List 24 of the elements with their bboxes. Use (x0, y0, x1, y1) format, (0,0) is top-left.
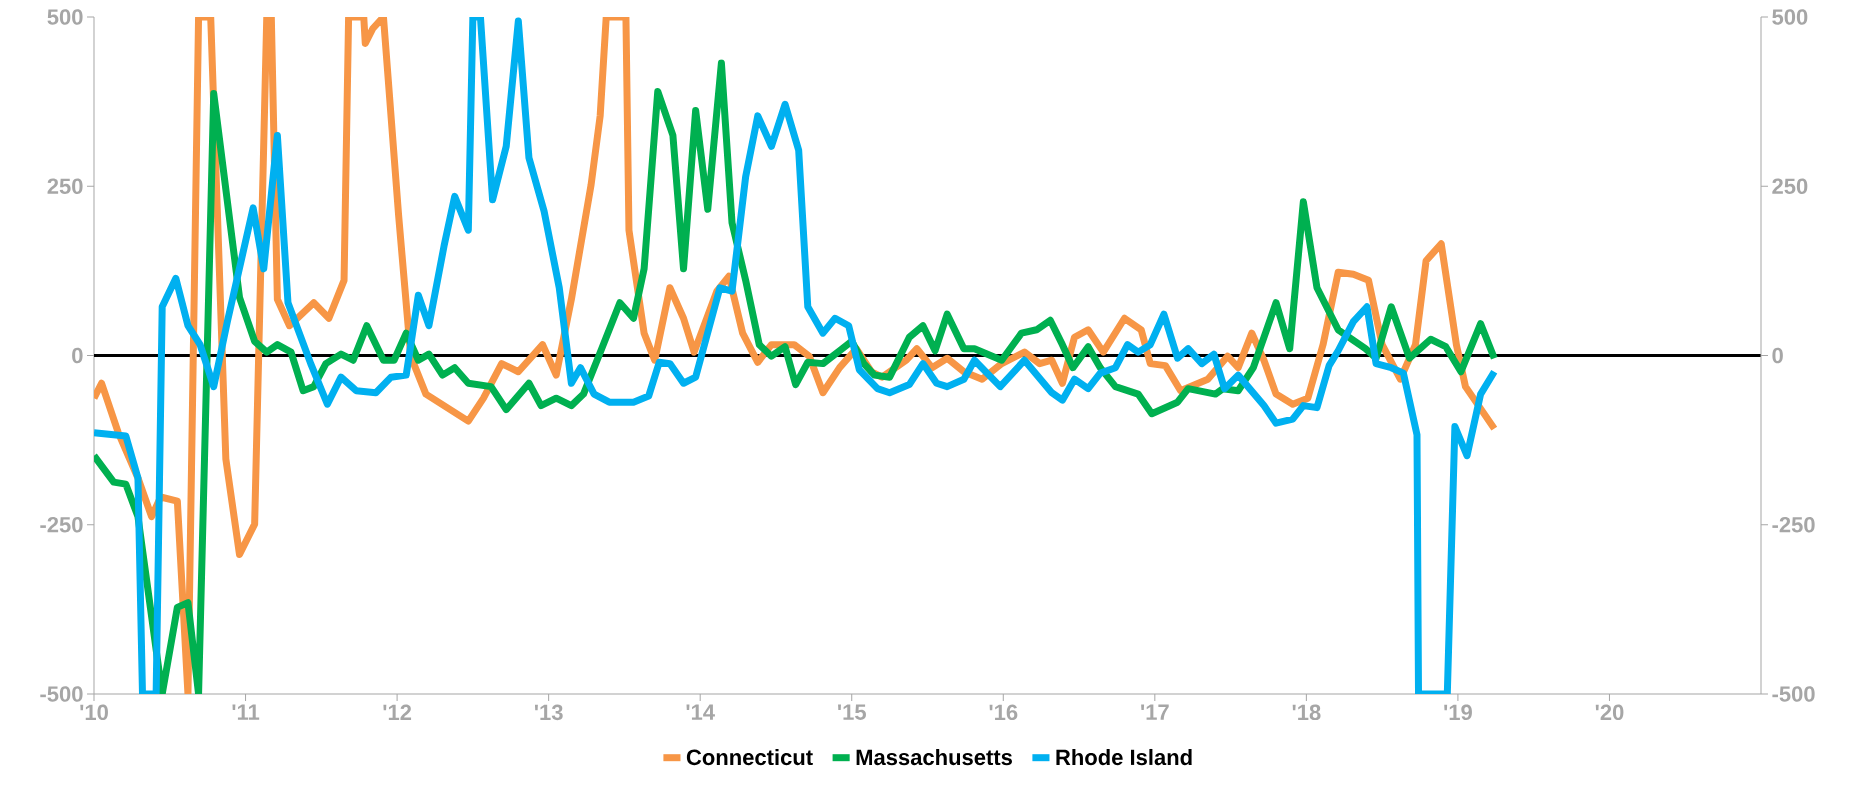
legend-label: Massachusetts (856, 748, 1012, 766)
y2-tick-label: -250 (1772, 516, 1815, 533)
y-tick-label: 250 (47, 178, 83, 195)
x-tick-label: '19 (1444, 704, 1472, 721)
y2-tick-label: 250 (1772, 178, 1808, 195)
y-tick-label: -500 (40, 686, 83, 702)
x-tick-label: '18 (1292, 704, 1321, 721)
x-tick-label: '14 (686, 704, 715, 720)
x-tick-label: '12 (383, 704, 412, 720)
y2-tick-label: 0 (1772, 347, 1783, 364)
x-tick-label: '15 (838, 704, 866, 720)
x-tick-label: '11 (232, 704, 260, 720)
x-tick-label: '10 (80, 704, 108, 721)
x-tick-label: '20 (1595, 704, 1624, 721)
legend-label: Rhode Island (1056, 748, 1192, 766)
legend-label: Connecticut (686, 748, 813, 766)
x-tick-label: '17 (1141, 704, 1169, 720)
y-tick-label: 500 (47, 9, 83, 25)
y-tick-label: 0 (72, 347, 83, 364)
y2-tick-label: -500 (1772, 686, 1815, 702)
x-tick-label: '16 (989, 704, 1018, 721)
x-tick-label: '13 (534, 704, 563, 721)
y2-tick-label: 500 (1772, 9, 1808, 25)
y-tick-label: -250 (40, 516, 83, 533)
